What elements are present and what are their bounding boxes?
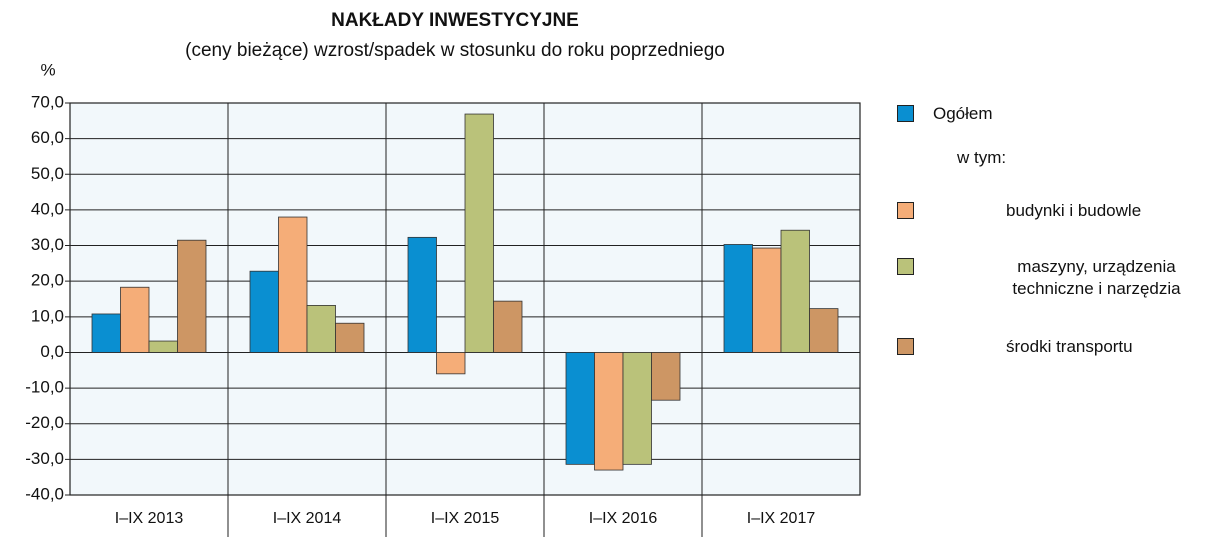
bar [565,352,595,465]
legend-label: budynki i budowle [1006,201,1142,220]
bar [752,247,782,353]
legend-swatch [897,258,914,275]
bar [278,216,308,353]
bar [407,236,437,353]
x-tick-label: I–IX 2016 [589,510,658,527]
y-tick-label: 60,0 [31,128,64,147]
y-axis-label: % [40,60,55,79]
bar [493,300,523,353]
legend-swatch [897,105,914,122]
y-tick-label: 30,0 [31,235,64,254]
y-tick-label: -40,0 [25,484,64,503]
plot-frame [69,102,861,496]
chart-subtitle: (ceny bieżące) wzrost/spadek w stosunku … [185,40,725,61]
bar [148,340,178,353]
bar [723,244,753,353]
x-tick-label: I–IX 2013 [115,510,184,527]
y-tick-label: 50,0 [31,164,64,183]
bar [622,352,652,465]
x-tick-label: I–IX 2015 [431,510,500,527]
bar [780,229,810,353]
y-tick-label: 70,0 [31,92,64,111]
bar [120,286,150,353]
bar [651,352,681,401]
y-tick-label: -30,0 [25,449,64,468]
bar [809,308,839,353]
chart-title: NAKŁADY INWESTYCYJNE [331,10,579,31]
y-tick-label: -10,0 [25,378,64,397]
legend-label: środki transportu [1006,337,1133,356]
x-tick-label: I–IX 2017 [747,510,816,527]
bar [335,322,365,353]
legend-label: maszyny, urządzenia techniczne i narzędz… [1012,257,1181,298]
bar [306,305,336,353]
y-tick-label: 0,0 [40,342,64,361]
y-tick-label: 40,0 [31,199,64,218]
legend-swatch [897,338,914,355]
y-tick-label: -20,0 [25,413,64,432]
bar [436,352,466,375]
y-tick-label: 10,0 [31,306,64,325]
y-tick-label: 20,0 [31,271,64,290]
bar [249,270,279,353]
bar [464,113,494,353]
x-tick-label: I–IX 2014 [273,510,342,527]
legend-note: w tym: [957,148,1007,167]
bar [177,239,207,353]
legend-label: Ogółem [933,104,993,123]
legend-swatch [897,202,914,219]
bar [594,352,624,471]
bar [91,313,121,353]
